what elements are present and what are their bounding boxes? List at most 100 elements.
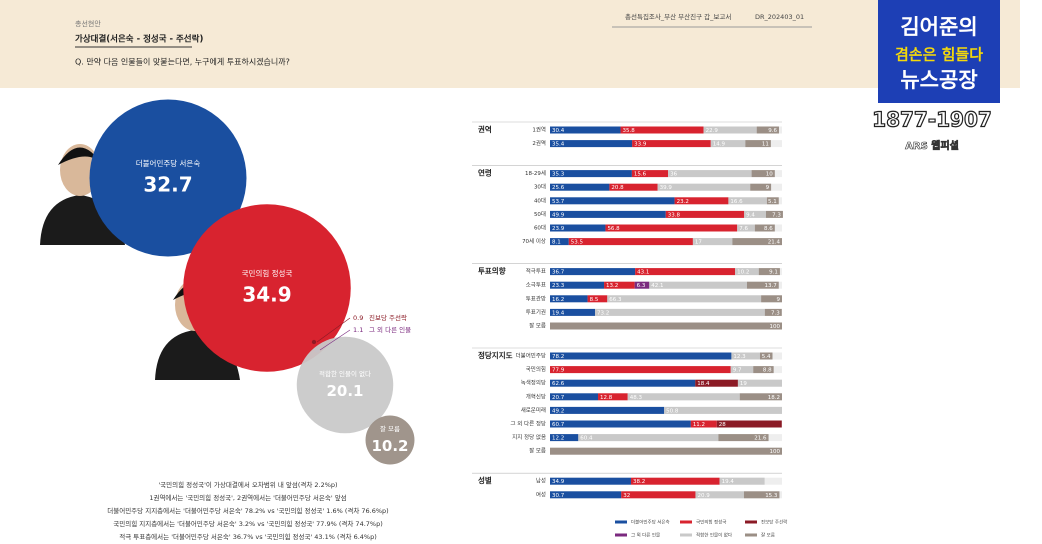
value-label: 17 [695, 240, 702, 246]
group-label: 연령 [478, 168, 492, 178]
value-label: 66.3 [609, 297, 622, 303]
logo-line: 겸손은 힘들다 [895, 46, 983, 64]
row-label: 잘 모름 [529, 447, 546, 455]
value-label: 13.7 [765, 283, 778, 289]
bar-segment [634, 281, 650, 289]
bar-segment [719, 477, 765, 485]
value-label: 48.3 [630, 395, 643, 401]
value-label: 12.8 [600, 395, 613, 401]
value-label: 8.1 [552, 240, 561, 246]
row-label: 2권역 [532, 139, 546, 147]
value-label: 22.9 [706, 128, 719, 134]
legend-swatch [615, 533, 627, 537]
value-label: 9 [766, 185, 770, 191]
bar-segment [631, 170, 669, 178]
portrait [58, 147, 102, 165]
note: 적극 투표층에서는 '더불어민주당 서은숙' 36.7% vs '국민의힘 정성… [119, 532, 377, 541]
value-label: 20.7 [552, 395, 565, 401]
value-label: 11.2 [693, 422, 705, 428]
logo-line: 뉴스공장 [900, 68, 977, 92]
value-label: 35.4 [552, 142, 565, 148]
bar-segment [744, 210, 766, 218]
row-label: 1권역 [532, 126, 546, 134]
value-label: 7.6 [739, 226, 748, 232]
bubble [296, 336, 394, 434]
note: 1권역에서는 '국민의힘 정성국', 2권역에서는 '더불어민주당 서은숙' 앞… [149, 493, 346, 502]
bar-segment [657, 183, 751, 191]
bubble-value: 10.2 [371, 437, 408, 455]
value-label: 53.7 [552, 199, 565, 205]
group-label: 권역 [478, 124, 492, 134]
value-label: 6.3 [637, 283, 646, 289]
row-label: 투표기권 [526, 308, 546, 316]
header-title: 가상대결(서은숙 - 정성국 - 주선락) [75, 34, 203, 45]
logo-phone: 1877-1907 [872, 108, 992, 132]
row-label: 30대 [534, 183, 546, 191]
row-label: 개혁신당 [526, 392, 546, 400]
bubble-value: 20.1 [326, 382, 363, 400]
bar-segment [550, 366, 731, 374]
legend-label: 국민의힘 정성국 [696, 519, 726, 526]
bar-segment [550, 406, 665, 414]
bar-segment [550, 393, 599, 401]
bar-segment [731, 352, 760, 360]
value-label: 8.8 [763, 368, 772, 374]
question: Q. 만약 다음 인물들이 맞붙는다면, 누구에게 투표하시겠습니까? [75, 57, 290, 67]
value-label: 100 [770, 449, 781, 455]
leader [319, 329, 351, 351]
bar-segment [739, 393, 782, 401]
value-label: 18.2 [768, 395, 780, 401]
row-label: 잘 모름 [529, 322, 546, 330]
value-label: 12.2 [552, 436, 564, 442]
value-label: 33.8 [668, 212, 681, 218]
value-label: 9.6 [768, 128, 777, 134]
value-label: 43.1 [637, 270, 649, 276]
bubble [89, 99, 247, 257]
bar-segment [627, 393, 740, 401]
bar-segment [550, 197, 675, 205]
value-label: 35.8 [623, 128, 636, 134]
value-label: 5.4 [762, 354, 771, 360]
value-label: 42.1 [651, 283, 663, 289]
bar-segment [718, 434, 769, 442]
bar-segment [759, 352, 773, 360]
small-name: 진보당 주선락 [369, 313, 407, 322]
value-label: 78.2 [552, 354, 564, 360]
legend-label: 진보당 주선락 [761, 519, 787, 526]
bar-segment [737, 379, 782, 387]
value-label: 7.3 [772, 212, 781, 218]
row-label: 더불어민주당 [516, 352, 546, 360]
value-label: 35.3 [552, 172, 565, 178]
bar-segment [568, 238, 693, 246]
bar-segment [756, 126, 779, 134]
row-label: 남성 [536, 477, 546, 485]
row-label: 지지 정당 없음 [512, 433, 546, 441]
bar-segment [550, 170, 632, 178]
legend-swatch [615, 520, 627, 524]
bar-segment [550, 322, 782, 330]
row-label: 60대 [534, 224, 546, 232]
value-label: 19 [740, 381, 747, 387]
row-label: 50대 [534, 210, 546, 218]
value-label: 8.5 [590, 297, 599, 303]
value-label: 21.6 [754, 436, 767, 442]
bar-segment [632, 140, 711, 148]
bar-segment [550, 224, 606, 232]
value-label: 49.2 [552, 408, 564, 414]
bar-segment [735, 268, 759, 276]
logo-box [878, 0, 1000, 103]
bar-segment [630, 477, 720, 485]
row-label: 70세 이상 [522, 237, 546, 245]
row-label: 적극투표 [526, 268, 546, 275]
header-band [0, 0, 1020, 88]
bar-segment [665, 210, 745, 218]
value-label: 7.3 [771, 310, 780, 316]
bar-segment [550, 308, 596, 316]
bar-segment [598, 393, 628, 401]
value-label: 30.7 [552, 493, 565, 499]
bar-segment [730, 366, 754, 374]
small-name: 그 외 다른 인물 [369, 325, 411, 334]
bar-segment [550, 491, 622, 499]
bubble-name: 적합한 인물이 없다 [319, 369, 371, 378]
